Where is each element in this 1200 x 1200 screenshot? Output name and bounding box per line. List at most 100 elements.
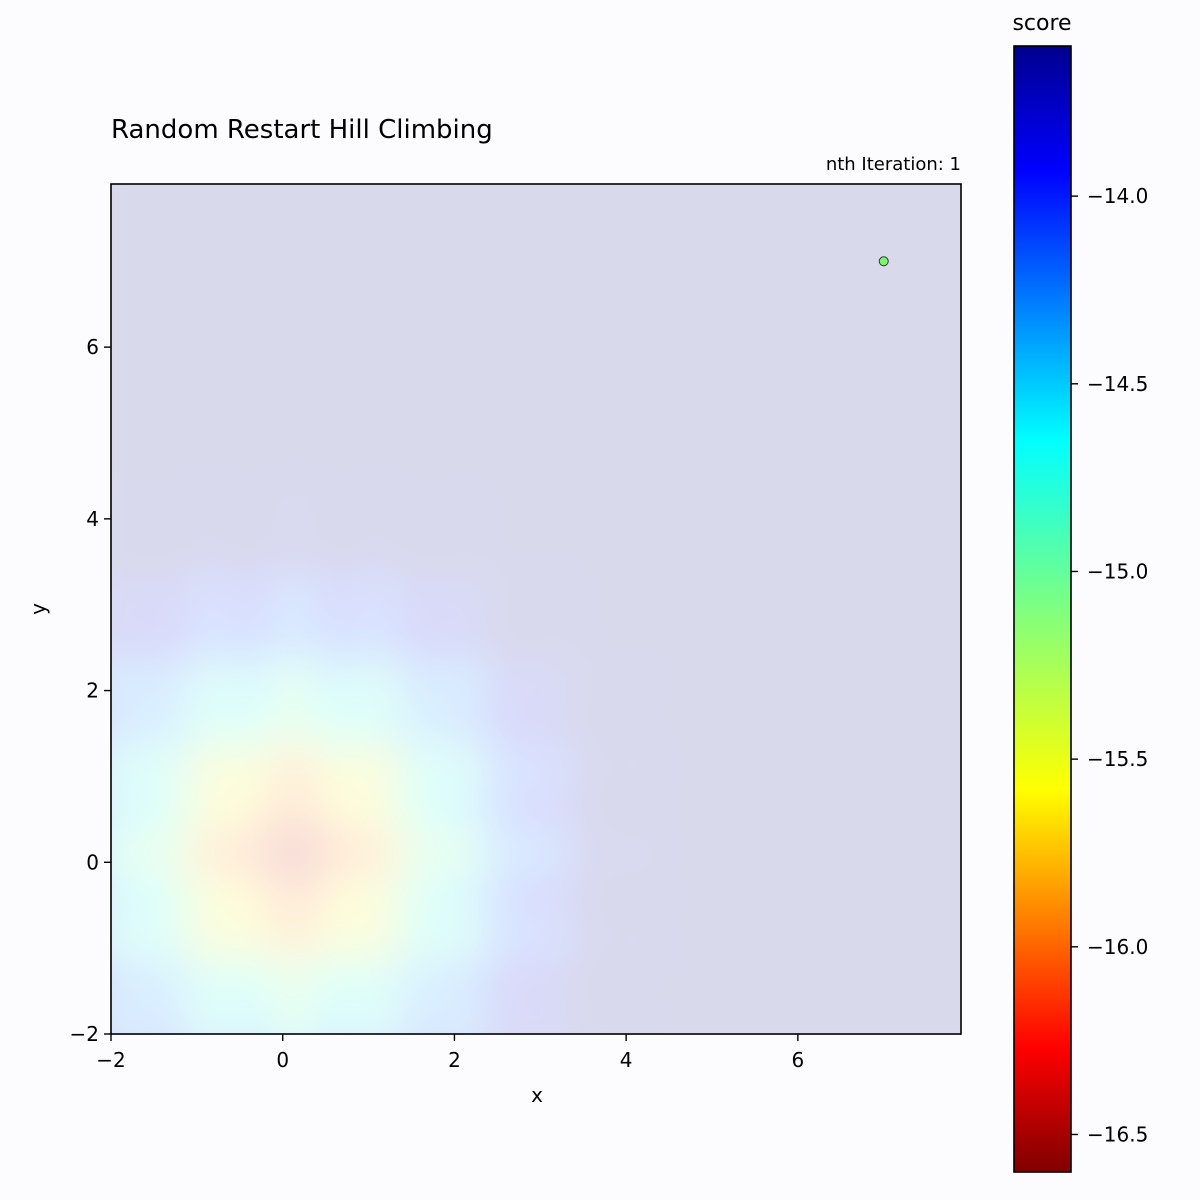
heatmap-cell: [690, 304, 714, 327]
heatmap-cell: [239, 475, 263, 499]
heatmap-cell: [884, 132, 906, 154]
heatmap-cell: [583, 432, 606, 456]
heatmap-cell: [411, 390, 434, 413]
colorbar-label: score: [1012, 11, 1071, 36]
heatmap-cell: [411, 926, 434, 950]
heatmap-cell: [368, 969, 392, 993]
heatmap-cell: [325, 883, 349, 907]
heatmap-cell: [883, 626, 907, 649]
heatmap-cell: [261, 282, 284, 306]
heatmap-cell: [626, 733, 649, 756]
heatmap-cell: [261, 304, 284, 327]
heatmap-cell: [282, 1012, 306, 1034]
heatmap-cell: [196, 604, 220, 628]
heatmap-cell: [970, 390, 992, 412]
heatmap-cell: [647, 733, 671, 756]
heatmap-cell: [948, 754, 961, 778]
heatmap-cell: [497, 368, 520, 392]
heatmap-cell: [776, 819, 799, 842]
heatmap-cell: [776, 926, 799, 950]
heatmap-cell: [776, 347, 799, 370]
heatmap-cell: [926, 368, 950, 392]
heatmap-cell: [948, 797, 961, 821]
heatmap-cell: [132, 883, 155, 907]
heatmap-cell: [411, 347, 434, 370]
heatmap-cell: [948, 733, 961, 756]
heatmap-cell: [669, 626, 692, 649]
heatmap-cell: [175, 1055, 197, 1077]
heatmap-cell: [905, 390, 928, 413]
heatmap-cell: [261, 626, 284, 649]
heatmap-cell: [132, 819, 155, 842]
heatmap-cell: [690, 454, 714, 477]
heatmap-cell: [111, 754, 134, 778]
heatmap-cell: [497, 926, 520, 950]
heatmap-cell: [991, 970, 1013, 992]
heatmap-cell: [454, 583, 477, 606]
heatmap-cell: [153, 368, 177, 392]
heatmap-cell: [111, 475, 134, 499]
heatmap-cell: [518, 347, 542, 370]
heatmap-cell: [132, 218, 155, 241]
heatmap-cell: [518, 239, 542, 263]
heatmap-cell: [926, 325, 950, 349]
y-tick-label: 2: [86, 679, 99, 703]
heatmap-cell: [905, 261, 928, 284]
heatmap-cell: [218, 304, 241, 327]
heatmap-cell: [304, 969, 327, 993]
heatmap-cell: [647, 475, 671, 499]
heatmap-cell: [733, 432, 756, 456]
heatmap-cell: [68, 454, 90, 476]
heatmap-cell: [304, 819, 327, 842]
heatmap-cell: [970, 497, 992, 519]
heatmap-cell: [604, 669, 628, 692]
heatmap-cell: [175, 669, 198, 692]
heatmap-cell: [497, 733, 520, 756]
heatmap-cell: [883, 347, 907, 370]
heatmap-cell: [540, 282, 563, 306]
heatmap-cell: [712, 561, 735, 585]
heatmap-cell: [111, 282, 112, 306]
x-axis: −2 0 2 4 6: [96, 1034, 804, 1072]
heatmap-cell: [690, 819, 714, 842]
y-tick-label: 0: [86, 850, 99, 874]
heatmap-cell: [712, 991, 735, 1014]
heatmap-cell: [132, 1012, 155, 1034]
heatmap-cell: [883, 261, 907, 284]
heatmap-cell: [90, 132, 112, 154]
heatmap-cell: [111, 454, 134, 477]
heatmap-cell: [905, 883, 928, 907]
heatmap-cell: [497, 184, 520, 198]
heatmap-cell: [905, 184, 928, 198]
heatmap-cell: [454, 518, 477, 542]
heatmap-cell: [776, 261, 799, 284]
heatmap-cell: [583, 196, 606, 220]
heatmap-cell: [948, 325, 961, 349]
heatmap-cell: [583, 475, 606, 499]
heatmap-cell: [605, 132, 627, 154]
heatmap-cell: [733, 776, 756, 799]
heatmap-cell: [518, 261, 542, 284]
heatmap-cell: [626, 497, 649, 520]
heatmap-cell: [862, 733, 885, 756]
heatmap-cell: [304, 862, 327, 885]
colorbar: score −14.0−14.5−15.0−15.5−16.0−16.5: [1012, 11, 1148, 1173]
heatmap-cell: [111, 540, 112, 563]
heatmap-cell: [347, 432, 370, 456]
heatmap-cell: [68, 540, 90, 562]
heatmap-cell: [368, 690, 392, 714]
heatmap-cell: [261, 518, 284, 542]
heatmap-cell: [690, 991, 714, 1014]
heatmap-cell: [690, 196, 714, 220]
heatmap-cell: [991, 261, 1013, 283]
heatmap-cell: [454, 282, 477, 306]
heatmap-cell: [475, 304, 499, 327]
heatmap-cell: [991, 733, 1013, 755]
heatmap-cell: [926, 540, 950, 563]
heatmap-cell: [733, 583, 756, 606]
heatmap-cell: [733, 390, 756, 413]
heatmap-cell: [175, 325, 198, 349]
heatmap-cell: [561, 561, 585, 585]
heatmap-cell: [991, 369, 1013, 391]
